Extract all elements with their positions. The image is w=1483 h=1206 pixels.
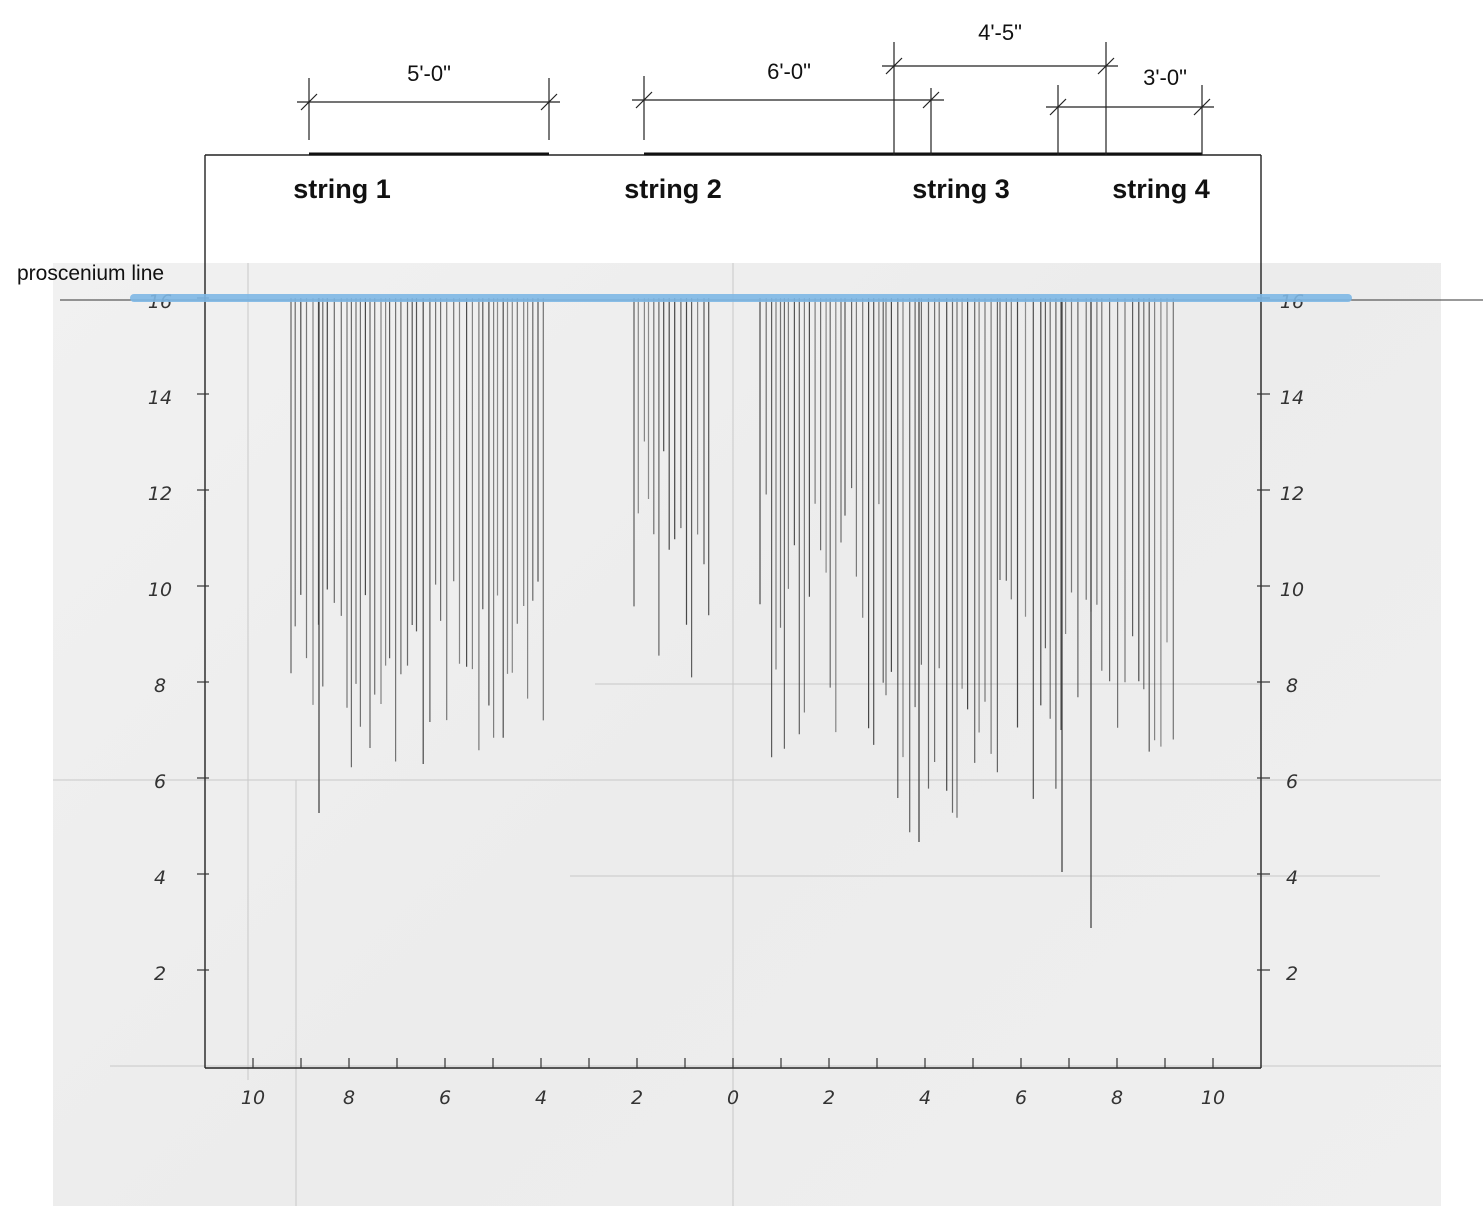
- dim-tick: [540, 93, 558, 111]
- y-right-tick-label: 2: [1286, 963, 1298, 985]
- dim-tick: [635, 91, 653, 109]
- string-4-label: string 4: [1112, 174, 1210, 204]
- dimension-label-string-4: 3'-0": [1143, 65, 1187, 90]
- x-tick-label: 2: [823, 1087, 835, 1109]
- y-left-tick-label: 10: [148, 579, 172, 601]
- axis-ticks: [197, 297, 1270, 1068]
- dimension-label-string-3: 4'-5": [978, 20, 1022, 45]
- y-left-tick-label: 12: [148, 483, 172, 505]
- x-tick-label: 6: [439, 1087, 451, 1109]
- x-tick-label: 10: [1201, 1087, 1225, 1109]
- y-right-tick-label: 10: [1280, 579, 1304, 601]
- y-left-tick-label: 2: [154, 963, 166, 985]
- dimension-label-string-1: 5'-0": [407, 61, 451, 86]
- x-tick-label: 8: [343, 1087, 355, 1109]
- y-left-tick-label: 14: [148, 387, 172, 409]
- sketch-paper: [53, 263, 1441, 1206]
- dimension-label-string-2: 6'-0": [767, 59, 811, 84]
- construction-grid: [53, 263, 1441, 1206]
- x-tick-label: 0: [727, 1087, 739, 1109]
- dim-tick: [1097, 57, 1115, 75]
- axis-labels: 1086420246810161614141212101088664422: [148, 291, 1304, 1109]
- dim-tick: [885, 57, 903, 75]
- y-right-tick-label: 12: [1280, 483, 1304, 505]
- x-tick-label: 4: [919, 1087, 931, 1109]
- dim-tick: [1049, 98, 1067, 116]
- x-tick-label: 8: [1111, 1087, 1123, 1109]
- string-1-label: string 1: [293, 174, 391, 204]
- x-tick-label: 10: [241, 1087, 265, 1109]
- y-right-tick-label: 4: [1286, 867, 1298, 889]
- dim-tick: [922, 91, 940, 109]
- string-2-label: string 2: [624, 174, 722, 204]
- string-3-label: string 3: [912, 174, 1010, 204]
- pencil-strings: [290, 298, 1174, 928]
- dim-tick: [1193, 98, 1211, 116]
- y-left-tick-label: 8: [154, 675, 166, 697]
- dim-tick: [300, 93, 318, 111]
- x-tick-label: 2: [631, 1087, 643, 1109]
- x-tick-label: 6: [1015, 1087, 1027, 1109]
- proscenium-label: proscenium line: [17, 262, 164, 285]
- y-left-tick-label: 4: [154, 867, 166, 889]
- dimension-labels: 5'-0" 6'-0" 4'-5" 3'-0": [407, 20, 1187, 90]
- y-right-tick-label: 6: [1286, 771, 1298, 793]
- dimension-lines: [297, 42, 1214, 155]
- y-right-tick-label: 14: [1280, 387, 1304, 409]
- string-labels: string 1 string 2 string 3 string 4: [293, 174, 1210, 204]
- y-left-tick-label: 6: [154, 771, 166, 793]
- x-tick-label: 4: [535, 1087, 547, 1109]
- y-right-tick-label: 8: [1286, 675, 1298, 697]
